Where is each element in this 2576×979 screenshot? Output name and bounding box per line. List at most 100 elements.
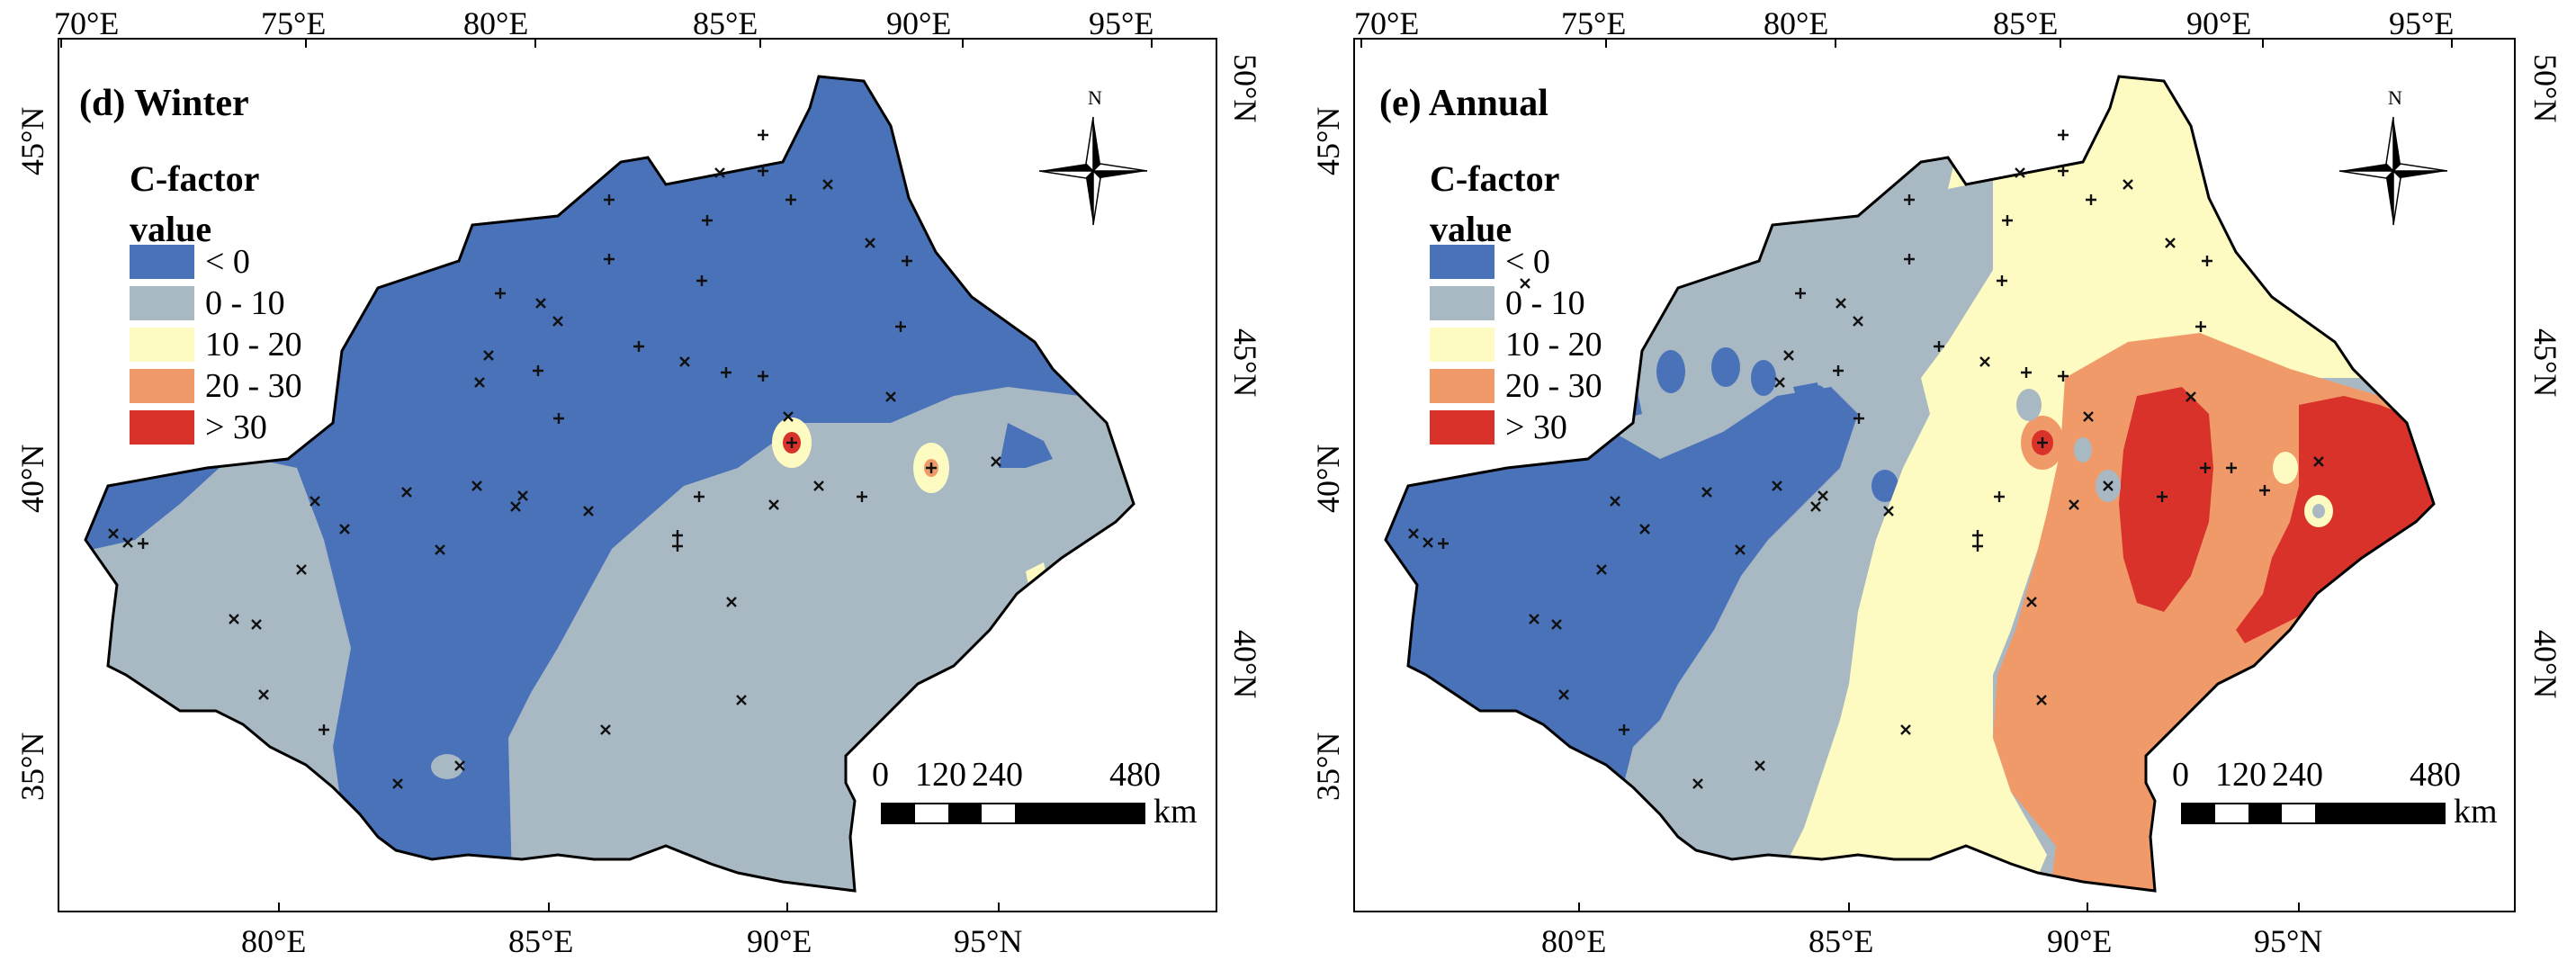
tick-label: 40°N [1310,445,1346,513]
axis-ticks-top: 70°E 75°E 80°E 85°E 90°E 95°E [54,5,1153,41]
station-cross [1979,356,1990,367]
station-plus [604,194,615,205]
axis-ticks-bottom: 80°E 85°E 90°E 95°N [241,923,1022,959]
station-cross [583,506,594,516]
tick-label: 90°E [747,923,812,959]
station-cross [1692,778,1703,789]
station-plus [2202,256,2212,266]
station-plus [2157,491,2168,502]
tick-label: 45°N [14,107,50,175]
station-plus [2259,485,2270,496]
scale-bar: 0 120 240 480 km [2172,756,2498,831]
station-cross [783,411,794,422]
station-cross [229,614,239,624]
station-cross [1818,490,1828,501]
tick-label: 70°E [1354,5,1419,41]
tick-label: 50°N [1227,54,1263,122]
panel-title: (e) Annual [1379,83,1548,124]
station-plus [533,365,543,376]
station-plus [758,371,768,382]
axis-ticks-right: 50°N 45°N 40°N [1227,54,1263,698]
tick-label: 85°E [508,923,573,959]
station-plus [1795,288,1806,299]
axis-ticks-left: 45°N 40°N 35°N [14,107,50,801]
tick-label: 80°E [241,923,306,959]
station-cross [1883,506,1894,516]
region-boundary [84,75,1135,893]
axis-ticks-bottom: 80°E 85°E 90°E 95°N [1541,923,2322,959]
station-cross [714,167,725,178]
tick-label: 40°N [2527,630,2563,698]
station-cross [813,481,824,491]
station-cross [991,456,1001,467]
station-plus [758,166,768,176]
station-plus [2021,367,2032,378]
station-plus [2226,463,2237,473]
station-plus [2058,166,2069,176]
tick-label: 80°E [463,5,528,41]
tick-label: 45°N [2527,328,2563,397]
legend-label: 0 - 10 [1505,284,1585,322]
station-plus [2086,194,2096,205]
tick-label: 45°N [1310,107,1346,175]
station-plus [857,491,867,502]
legend-swatch-lt0 [130,245,194,279]
legend-swatch-20-30 [1430,369,1494,403]
legend-title-line2: value [130,209,211,249]
scale-label: 120 [915,756,966,794]
tick-label: 80°E [1764,5,1828,41]
station-cross [1423,537,1433,548]
station-cross [2015,167,2025,178]
station-cross [474,377,485,388]
legend-label: > 30 [205,409,267,446]
station-plus [696,275,707,286]
tick-label: 40°N [14,445,50,513]
station-cross [535,298,546,309]
legend-label: < 0 [205,243,250,281]
tick-label: 95°N [954,923,1022,959]
station-plus [926,463,937,473]
legend-swatch-0-10 [130,286,194,320]
station-cross [2186,391,2196,402]
tick-label: 85°E [1993,5,2058,41]
station-plus [138,538,148,549]
zone-lt0 [1751,360,1776,396]
station-cross [600,724,611,735]
station-cross [108,528,119,539]
station-plus [702,215,713,226]
station-cross [310,496,320,507]
axis-ticks-top: 70°E 75°E 80°E 85°E 90°E 95°E [1354,5,2454,41]
station-cross [679,356,690,367]
station-markers [108,130,1001,789]
station-plus [672,541,683,552]
station-cross [1735,544,1746,555]
scale-label: 480 [1109,756,1161,794]
scale-label: 0 [2172,756,2189,794]
station-plus [1972,530,1983,541]
station-plus [1997,275,2007,286]
legend-label: 10 - 20 [1505,326,1602,364]
tick-label: 95°N [2254,923,2322,959]
legend-swatch-lt0 [1430,245,1494,279]
tick-label: 85°E [1809,923,1873,959]
station-cross [392,778,403,789]
legend-swatch-gt30 [1430,410,1494,445]
station-cross [1520,278,1530,289]
north-arrow: N [1038,86,1148,226]
zone-lt0-east [999,423,1053,468]
station-cross [1558,689,1569,700]
station-cross [726,597,737,607]
tick-label: 90°E [886,5,951,41]
station-cross [2313,456,2324,467]
station-plus [2037,437,2048,448]
station-plus [1438,538,1449,549]
zone-lt0 [1656,350,1685,393]
station-cross [401,487,412,498]
tick-label: 90°E [2186,5,2251,41]
station-cross [1529,614,1539,624]
legend-label: 0 - 10 [205,284,285,322]
scale-bar: 0 120 240 480 km [872,756,1198,831]
station-cross [1596,564,1607,575]
